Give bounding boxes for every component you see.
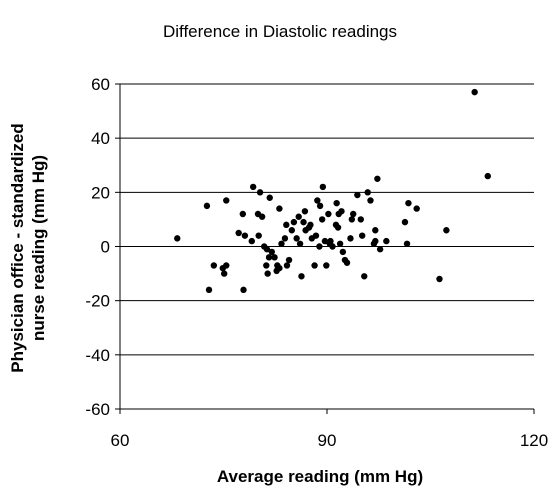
data-point	[235, 229, 242, 237]
data-point	[361, 273, 368, 280]
data-point	[316, 243, 323, 250]
data-point	[333, 199, 340, 207]
data-point	[263, 246, 271, 253]
data-point	[348, 216, 356, 223]
data-point	[258, 213, 266, 220]
data-point	[255, 232, 262, 239]
chart-title: Difference in Diastolic readings	[163, 22, 397, 41]
y-axis-label-line-2: nurse reading (mm Hg)	[29, 155, 48, 341]
data-point	[263, 262, 270, 269]
data-point	[301, 208, 309, 215]
data-point	[288, 227, 296, 234]
data-point	[364, 189, 371, 196]
grid-layer	[120, 83, 534, 410]
data-point	[484, 172, 491, 180]
data-point	[336, 240, 344, 247]
data-point	[325, 210, 332, 218]
y-tick-label: 40	[91, 129, 110, 148]
data-point	[339, 248, 347, 256]
data-point	[298, 273, 305, 280]
data-point	[266, 194, 273, 201]
data-point	[283, 262, 291, 269]
data-point	[223, 262, 230, 269]
data-point	[372, 227, 379, 234]
data-point	[281, 235, 289, 242]
x-tick-label: 120	[520, 431, 548, 450]
data-point	[205, 286, 213, 294]
data-point	[403, 240, 411, 247]
data-point	[323, 262, 330, 269]
data-point	[278, 240, 285, 247]
y-tick-label: -20	[85, 292, 110, 311]
data-point	[334, 224, 342, 231]
data-point	[321, 237, 329, 245]
data-point	[443, 227, 450, 234]
data-point	[264, 270, 271, 277]
data-point	[249, 183, 257, 191]
data-point	[383, 237, 390, 245]
y-tick-label: -60	[85, 400, 110, 419]
data-point	[471, 88, 478, 96]
data-point	[265, 254, 273, 261]
data-point	[295, 213, 302, 220]
data-point	[319, 183, 327, 191]
data-point	[312, 232, 320, 239]
data-point	[256, 189, 264, 196]
x-axis-label: Average reading (mm Hg)	[217, 467, 423, 486]
data-point	[223, 197, 230, 204]
data-point	[296, 240, 304, 247]
data-point	[311, 262, 318, 269]
data-point	[327, 237, 334, 245]
data-point	[283, 221, 290, 229]
data-point	[268, 248, 275, 256]
x-tick-label: 90	[318, 431, 337, 450]
tick-labels: -60 -40 -20 0 20 40 60 60 90 120	[85, 75, 548, 450]
axes-layer	[115, 83, 535, 414]
data-point	[358, 232, 366, 239]
data-point	[300, 218, 307, 226]
data-point	[290, 218, 298, 226]
x-tick-label: 60	[111, 431, 130, 450]
data-point	[271, 254, 278, 261]
data-point	[174, 235, 181, 242]
data-point	[220, 270, 228, 277]
y-axis-label-line-1: Physician office - standardized	[8, 123, 27, 372]
data-point	[318, 216, 326, 223]
data-point	[338, 208, 345, 215]
data-point	[293, 235, 300, 242]
data-point	[285, 256, 293, 264]
data-point	[401, 218, 409, 226]
data-point	[405, 199, 412, 207]
data-point	[307, 221, 314, 229]
data-point	[357, 216, 365, 223]
y-tick-label: 0	[101, 238, 110, 257]
data-point	[347, 235, 354, 242]
data-point	[350, 210, 357, 218]
data-point	[413, 205, 420, 212]
data-point	[276, 205, 283, 212]
data-point	[436, 275, 443, 283]
data-point	[316, 202, 324, 210]
data-point	[374, 175, 381, 182]
data-point	[239, 210, 247, 218]
data-point	[240, 286, 247, 294]
data-point	[376, 246, 384, 253]
data-points	[174, 88, 491, 294]
data-point	[343, 259, 351, 266]
y-tick-label: 60	[91, 75, 110, 94]
data-point	[354, 191, 361, 199]
data-point	[314, 197, 321, 204]
data-point	[210, 262, 218, 269]
data-point	[372, 237, 379, 245]
data-point	[329, 243, 336, 250]
data-point	[367, 197, 374, 204]
data-point	[241, 232, 249, 239]
data-point	[203, 202, 211, 210]
y-tick-label: 20	[91, 183, 110, 202]
data-point	[248, 237, 255, 245]
y-tick-label: -40	[85, 346, 110, 365]
data-point	[276, 264, 283, 272]
